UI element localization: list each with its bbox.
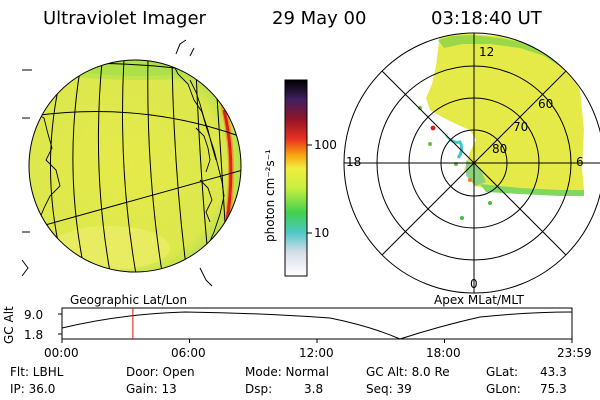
door-info: Door: Open: [126, 365, 195, 379]
seq-info: Seq: 39: [366, 382, 412, 396]
mlt-label-18: 18: [346, 155, 362, 169]
dsp-value: 3.8: [304, 382, 324, 396]
time-label: 03:18:40 UT: [431, 8, 542, 29]
geographic-globe: [21, 39, 242, 287]
colorbar-tick-10: 10: [314, 226, 330, 240]
mlat-label-70: 70: [513, 120, 529, 134]
emission-point: [488, 201, 492, 205]
gc-alt-info: GC Alt: 8.0 Re: [366, 365, 450, 379]
filter-info: Flt: LBHL: [10, 365, 64, 379]
gain-info: Gain: 13: [126, 382, 177, 396]
time-tick: 23:59: [557, 346, 592, 360]
colorbar: [284, 79, 312, 277]
emission-point: [460, 216, 464, 220]
emission-point: [430, 125, 436, 131]
altitude-curve: [61, 311, 573, 340]
glon-value: 75.3: [540, 382, 567, 396]
time-tick: 18:00: [426, 346, 461, 360]
time-tick: 06:00: [171, 346, 206, 360]
instrument-title: Ultraviolet Imager: [43, 8, 206, 29]
altitude-axis-title: GC Alt: [2, 306, 16, 344]
ip-info: IP: 36.0: [10, 382, 56, 396]
mode-info: Mode: Normal: [245, 365, 329, 379]
left-projection-label: Geographic Lat/Lon: [70, 293, 188, 307]
mlat-label-80: 80: [492, 142, 508, 156]
altitude-plot: [58, 307, 573, 343]
mlt-label-0: 0: [470, 277, 478, 291]
mlt-label-12: 12: [479, 45, 495, 59]
emission-point: [468, 178, 472, 182]
glat-value: 43.3: [540, 365, 567, 379]
glon-label: GLon:: [486, 382, 521, 396]
colorbar-unit-label: photon cm⁻²s⁻¹: [263, 149, 277, 242]
time-tick: 12:00: [299, 346, 334, 360]
time-tick: 00:00: [44, 346, 79, 360]
date-label: 29 May 00: [272, 8, 367, 29]
altitude-tick-1-8: 1.8: [24, 328, 44, 342]
glat-label: GLat:: [486, 365, 519, 379]
emission-point: [418, 106, 422, 110]
altitude-tick-9: 9.0: [24, 308, 44, 322]
emission-point: [428, 142, 432, 146]
right-projection-label: Apex MLat/MLT: [434, 293, 524, 307]
mlat-label-60: 60: [538, 97, 554, 111]
colorbar-tick-100: 100: [314, 138, 337, 152]
mlt-label-6: 6: [576, 155, 584, 169]
dsp-label: Dsp:: [245, 382, 273, 396]
polar-plot: [343, 32, 600, 294]
